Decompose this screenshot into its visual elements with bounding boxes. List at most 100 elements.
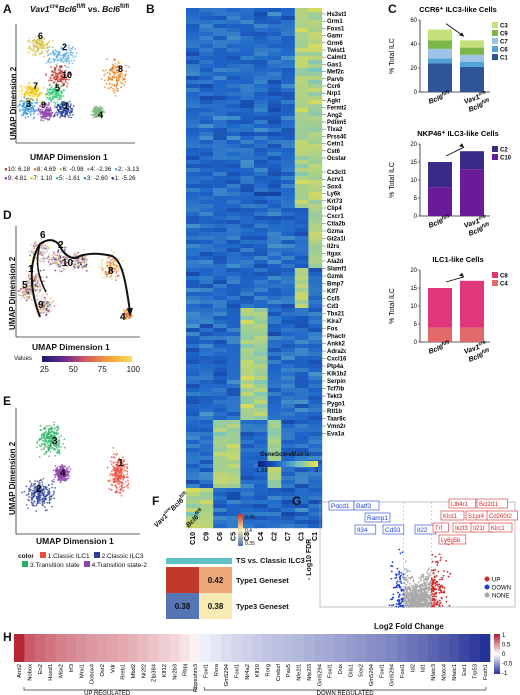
gene-label: Sox2: [359, 664, 365, 677]
gene-label: Fos: [327, 327, 338, 333]
gene-label: Rorg: [266, 664, 272, 677]
gene-label: Glis1: [348, 664, 354, 677]
heatmap-cell: [34, 634, 46, 662]
gene-label: Phactr3: [327, 334, 346, 340]
legend-label: C10: [500, 156, 512, 162]
panel-a-umap: 6 2 10 8 7 5 4 3 9 1: [15, 24, 135, 144]
panel-e-label: E: [3, 394, 12, 408]
gene-label: Klf12: [162, 664, 168, 677]
gene-label: Osr2: [100, 664, 106, 677]
gene-label: Klk1b27: [327, 372, 346, 378]
gene-label: Ccl5: [327, 297, 340, 303]
h-scale-tick: 0: [502, 652, 506, 658]
gene-label: En2: [38, 664, 44, 674]
heatmap-cell: [417, 634, 429, 662]
heatmap-cell: [220, 634, 232, 662]
gene-label: Gzmk: [327, 274, 344, 280]
d-cluster-10: 10: [62, 258, 74, 269]
panel-g-xlabel: Log2 Fold Change: [374, 622, 444, 631]
panel-a-xlabel: UMAP Dimension 1: [30, 152, 108, 162]
y-tick-label: 5: [414, 322, 418, 328]
panel-f-label: F: [152, 494, 160, 508]
column-label: C6: [217, 532, 224, 541]
gene-label: Nfatc4: [441, 663, 447, 681]
up-gene-label: Bcl2l11: [479, 502, 499, 508]
f-header-label: TS vs. Classic ILC3: [236, 556, 305, 565]
gene-label: Crebzf: [276, 664, 282, 681]
gene-label: Fermt2: [327, 106, 346, 112]
y-tick-label: 20: [410, 142, 417, 148]
legend-label: DOWN: [492, 586, 511, 592]
d-cluster-4: 4: [120, 312, 126, 323]
heatmap-cell: [210, 634, 222, 662]
gene-label: Foxl1: [203, 664, 209, 678]
gene-label: Klra7: [327, 319, 343, 325]
legend-swatch: [39, 552, 46, 558]
column-label: C2: [271, 532, 278, 541]
heatmap-cell: [24, 634, 35, 662]
a-cluster-9: 9: [41, 100, 46, 110]
a-cluster-8: 8: [118, 64, 123, 74]
column-label: C7: [285, 532, 292, 541]
heatmap-cell: [252, 634, 263, 662]
up-gene-label: Klrd1: [443, 514, 458, 520]
heatmap-cell: [386, 634, 398, 662]
gene-label: Tlxa2: [327, 127, 343, 133]
bar-segment-C4: [460, 327, 484, 342]
panel-h-heatmap: Arnt2 Nobox En2 Hoxd1 Msx2 Irf3 Mrxi1 Dobox4 Osr…: [14, 633, 513, 695]
legend-entry: ●5: -1.61: [55, 175, 81, 182]
heatmap-cell: [448, 634, 460, 662]
heatmap-cell: [345, 634, 356, 662]
gene-label: Nfatc1: [452, 664, 458, 681]
up-gene-label: Ikzf3: [455, 526, 468, 532]
up-gene-label: Klrc1: [491, 526, 505, 532]
f-cell-2-2: 0.38: [199, 593, 232, 619]
y-tick-label: 5: [414, 196, 418, 202]
heatmap-cell: [231, 634, 242, 662]
gene-label: Eva1a: [327, 432, 345, 438]
gene-label: Parvb: [327, 77, 344, 83]
chart-title: ILC1-like Cells: [432, 255, 483, 264]
heatmap-cell: [189, 634, 201, 662]
y-axis-label: % Total ILC: [389, 288, 396, 324]
h-colorscale: [494, 634, 500, 674]
gene-label: Tekt3: [327, 394, 343, 400]
a-cluster-4: 4: [98, 110, 103, 120]
heatmap-cell: [324, 634, 336, 662]
gene-label: Cxcl16: [327, 357, 346, 363]
up-gene-label: Cd200r2: [489, 514, 513, 520]
gene-label: Ocstamp: [327, 156, 346, 162]
legend-dot-icon: ●: [4, 166, 8, 173]
heatmap-cell: [148, 634, 160, 662]
legend-label: NONE: [492, 594, 509, 600]
gene-label: Grm6: [327, 41, 343, 47]
bar-segment-C6: [428, 58, 452, 64]
gene-label: Acrv1: [327, 177, 344, 183]
legend-entry: ●7: 1.10: [29, 175, 53, 182]
column-label: C1: [312, 532, 319, 541]
gene-label: Prss40: [327, 134, 346, 140]
gene-label: Arnt2: [17, 664, 23, 678]
b-colorbar-min: -1.98: [254, 468, 268, 474]
panel-d-label: D: [3, 208, 12, 222]
y-axis-label: % Total ILC: [389, 162, 396, 198]
y-tick-label: 10: [410, 178, 417, 184]
heatmap-cell: [293, 634, 305, 662]
gene-label: Serpinb7: [327, 379, 346, 385]
bar-segment-C10: [460, 169, 484, 216]
f-colorscale-ticks: 0.45 0.4 0.35: [245, 515, 255, 547]
legend-swatch: [492, 272, 498, 278]
gene-label: Bmp7: [327, 282, 344, 288]
gene-label: Agkt: [327, 98, 340, 104]
b-colorbar-title: GeneScoreMatrix: [260, 452, 310, 458]
legend-dot-icon: ●: [4, 175, 8, 182]
bar-segment-C9: [460, 47, 484, 55]
legend-swatch: [83, 561, 90, 567]
down-gene-label: Il22: [417, 527, 428, 534]
bar-segment-C2: [460, 151, 484, 170]
gene-label: Adra2c: [327, 349, 346, 355]
heatmap-cell: [407, 634, 418, 662]
panel-c-bar-charts: CCR6⁺ ILC3-like Cells 0 20 40 60 % Total ILC C…: [389, 5, 512, 364]
gene-label: Ly6k: [327, 192, 341, 198]
column-label: C5: [231, 532, 238, 541]
